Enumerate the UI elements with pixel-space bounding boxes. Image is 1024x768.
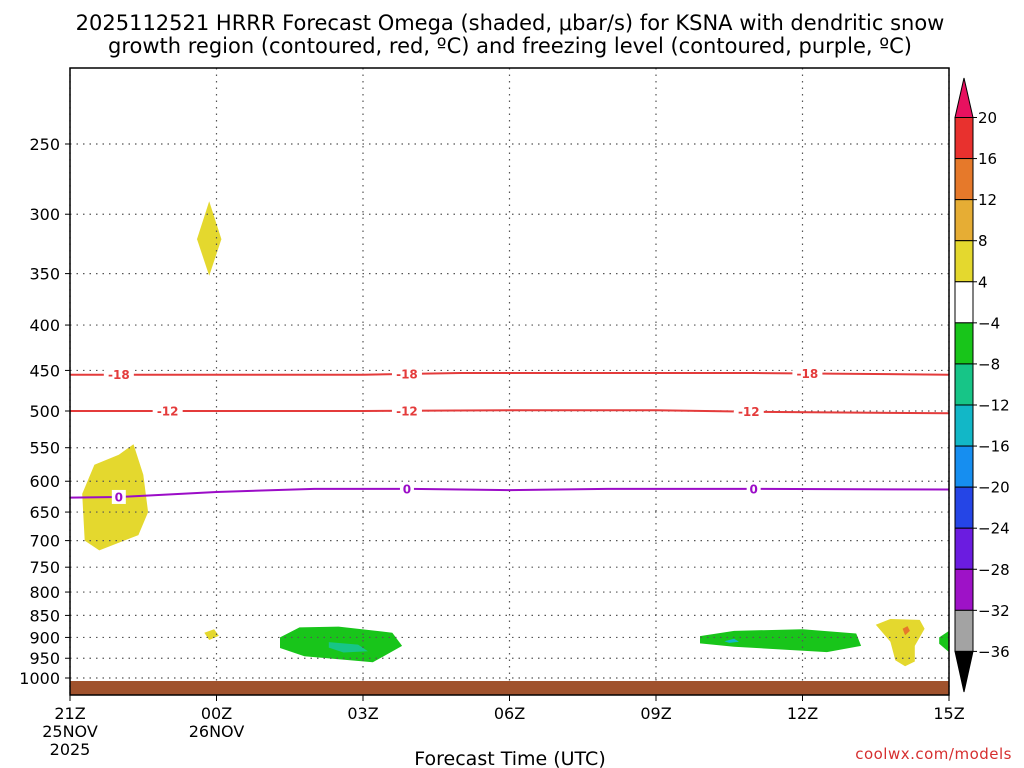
- y-tick-label-1000: 1000: [19, 669, 60, 688]
- y-tick-label-900: 900: [29, 628, 60, 647]
- colorbar-segment-2: [954, 199, 974, 242]
- omega-region-updraft-right-core: [902, 626, 910, 636]
- colorbar-top-arrow: [954, 77, 974, 118]
- contour-label-freezing-1: 0: [403, 482, 411, 496]
- colorbar-segment-4: [954, 281, 974, 324]
- credit-text: coolwx.com/models: [855, 745, 1012, 763]
- omega-region-downdraft-b: [700, 629, 862, 653]
- colorbar-label-9: −20: [978, 479, 1010, 497]
- y-tick-label-750: 750: [29, 558, 60, 577]
- contour-label-bg-dendritic-12-2: [733, 404, 764, 419]
- colorbar-label-10: −24: [978, 520, 1010, 538]
- x-tick-label-12-0: 09Z: [640, 704, 671, 723]
- chart-title-line-1: 2025112521 HRRR Forecast Omega (shaded, …: [76, 11, 945, 35]
- y-tick-label-350: 350: [29, 265, 60, 284]
- colorbar-segment-3: [954, 240, 974, 283]
- colorbar-segment-10: [954, 527, 974, 570]
- y-tick-label-250: 250: [29, 135, 60, 154]
- x-tick-label-0-0: 21Z: [54, 704, 85, 723]
- ground-surface: [70, 681, 949, 695]
- y-tick-label-650: 650: [29, 503, 60, 522]
- omega-region-downdraft-a-core: [328, 642, 368, 653]
- contour-line-dendritic-18: [70, 372, 950, 376]
- contour-label-dendritic-12-0: -12: [157, 405, 179, 419]
- y-tick-label-600: 600: [29, 472, 60, 491]
- y-tick-label-400: 400: [29, 316, 60, 335]
- chart-title-line-2: growth region (contoured, red, ºC) and f…: [108, 34, 912, 58]
- omega-region-upper-updraft: [197, 201, 222, 276]
- contour-label-bg-dendritic-18-2: [792, 366, 823, 381]
- y-tick-label-300: 300: [29, 205, 60, 224]
- colorbar-segment-9: [954, 486, 974, 529]
- temperature-contours: -18 -18 -18 -12 -12 -12 0 0 0: [69, 366, 950, 504]
- contour-label-dendritic-18-2: -18: [797, 367, 819, 381]
- colorbar-label-11: −28: [978, 561, 1010, 579]
- colorbar-label-1: 16: [978, 150, 997, 168]
- colorbar-segment-6: [954, 363, 974, 406]
- omega-colorbar: 20 16 12 8 4 −4 −8 −12 −16 −20 −24 −28 −32 −36: [954, 77, 1010, 693]
- colorbar-label-7: −12: [978, 396, 1010, 414]
- colorbar-label-6: −8: [978, 355, 1000, 373]
- grid-lines: [69, 68, 950, 695]
- x-tick-label-15-0: 12Z: [787, 704, 818, 723]
- colorbar-segment-1: [954, 158, 974, 201]
- omega-region-downdraft-edge: [939, 630, 949, 653]
- colorbar-label-12: −32: [978, 602, 1010, 620]
- omega-region-downdraft-b-core: [724, 638, 739, 643]
- colorbar-label-13: −36: [978, 643, 1010, 661]
- colorbar-segment-8: [954, 445, 974, 488]
- x-tick-label-6-0: 03Z: [347, 704, 378, 723]
- contour-label-dendritic-18-0: -18: [108, 368, 130, 382]
- y-tick-label-950: 950: [29, 649, 60, 668]
- contour-line-freezing: [69, 487, 950, 499]
- colorbar-segment-12: [954, 609, 974, 652]
- x-tick-label-3-0: 00Z: [201, 704, 232, 723]
- omega-region-updraft-right: [875, 619, 925, 667]
- contour-label-freezing-0: 0: [115, 490, 123, 504]
- y-tick-label-550: 550: [29, 439, 60, 458]
- contour-label-dendritic-12-2: -12: [738, 405, 760, 419]
- colorbar-segment-0: [954, 117, 974, 160]
- contour-label-bg-dendritic-12-1: [391, 403, 422, 418]
- y-axis-ticks: 250 300 350 400 450 500 550 600 650 700 750 800 850 9…: [19, 135, 70, 688]
- colorbar-label-2: 12: [978, 191, 997, 209]
- contour-label-bg-freezing-1: [399, 481, 414, 496]
- contour-label-dendritic-18-1: -18: [396, 367, 418, 381]
- contour-label-freezing-2: 0: [749, 482, 757, 496]
- colorbar-label-0: 20: [978, 109, 997, 127]
- x-tick-label-9-0: 06Z: [494, 704, 525, 723]
- contour-label-bg-freezing-0: [111, 489, 126, 504]
- colorbar-label-5: −4: [978, 314, 1000, 332]
- colorbar-segment-11: [954, 568, 974, 611]
- contour-label-bg-dendritic-18-1: [391, 366, 422, 381]
- contour-label-dendritic-12-1: -12: [396, 404, 418, 418]
- omega-shaded-regions: [82, 201, 949, 667]
- contour-label-bg-freezing-2: [746, 481, 761, 496]
- x-tick-label-3-1: 26NOV: [189, 722, 245, 741]
- colorbar-segment-5: [954, 322, 974, 365]
- colorbar-label-8: −16: [978, 438, 1010, 456]
- y-tick-label-800: 800: [29, 583, 60, 602]
- y-tick-label-450: 450: [29, 361, 60, 380]
- colorbar-bottom-arrow: [954, 650, 974, 693]
- x-axis-label: Forecast Time (UTC): [414, 748, 605, 768]
- contour-label-bg-dendritic-18-0: [103, 367, 134, 382]
- x-tick-label-0-1: 25NOV: [42, 722, 98, 741]
- colorbar-segment-7: [954, 404, 974, 447]
- y-tick-label-850: 850: [29, 606, 60, 625]
- y-tick-label-700: 700: [29, 532, 60, 551]
- y-tick-label-500: 500: [29, 402, 60, 421]
- colorbar-label-4: 4: [978, 273, 988, 291]
- contour-label-bg-dendritic-12-0: [152, 404, 183, 418]
- colorbar-label-3: 8: [978, 232, 988, 250]
- plot-area: -18 -18 -18 -12 -12 -12 0 0 0: [69, 67, 950, 696]
- x-tick-label-0-2: 2025: [50, 740, 91, 759]
- x-tick-label-18-0: 15Z: [933, 704, 964, 723]
